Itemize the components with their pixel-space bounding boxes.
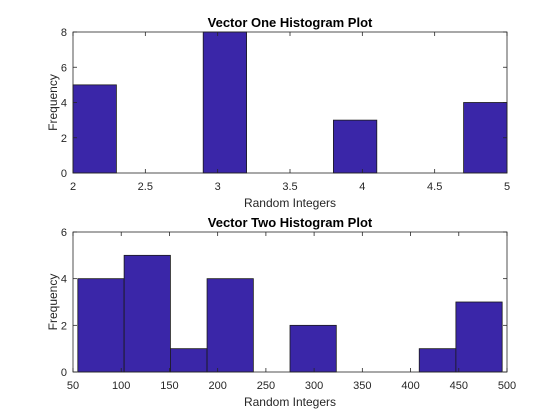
x-tick-label: 450 — [450, 380, 468, 392]
histogram-bar — [418, 348, 457, 373]
histogram-bar — [289, 324, 337, 373]
x-tick-label: 50 — [67, 380, 79, 392]
histogram-bar — [202, 31, 247, 174]
x-tick-label: 4 — [359, 181, 365, 193]
y-tick-label: 4 — [61, 98, 67, 110]
histogram-bar — [463, 102, 508, 174]
histogram-bar — [332, 119, 378, 174]
y-tick-label: 2 — [61, 320, 67, 332]
x-tick-label: 3 — [215, 181, 221, 193]
x-tick-label: 250 — [257, 380, 275, 392]
x-axis-label: Random Integers — [244, 395, 336, 409]
x-tick-label: 200 — [208, 380, 226, 392]
y-tick-label: 6 — [61, 227, 67, 239]
y-tick-label: 8 — [61, 27, 67, 39]
histogram-bar — [123, 254, 171, 373]
y-tick-label: 6 — [61, 62, 67, 74]
y-axis-label: Frequency — [46, 274, 60, 331]
x-tick-label: 5 — [504, 181, 510, 193]
histogram-bar — [455, 301, 503, 373]
y-axis-label: Frequency — [46, 74, 60, 131]
x-tick-label: 500 — [498, 380, 516, 392]
x-tick-label: 350 — [353, 380, 371, 392]
y-tick-label: 2 — [61, 133, 67, 145]
x-tick-label: 2.5 — [138, 181, 153, 193]
x-tick-label: 2 — [70, 181, 76, 193]
y-tick-label: 0 — [61, 367, 67, 379]
x-tick-label: 300 — [305, 380, 323, 392]
x-tick-label: 400 — [401, 380, 419, 392]
histogram-bar — [170, 348, 208, 373]
histogram-bar — [206, 278, 254, 373]
x-axis-label: Random Integers — [244, 196, 336, 210]
y-tick-label: 4 — [61, 274, 67, 286]
y-tick-label: 0 — [61, 168, 67, 180]
chart-title: Vector One Histogram Plot — [208, 15, 373, 30]
x-tick-label: 4.5 — [427, 181, 442, 193]
chart-title: Vector Two Histogram Plot — [208, 215, 373, 230]
x-tick-label: 150 — [160, 380, 178, 392]
x-tick-label: 3.5 — [282, 181, 297, 193]
plot-area — [73, 32, 507, 173]
histogram-bar — [77, 278, 125, 373]
subplot-2: 50 100 150 200 250 300 350 400 450 500 0 2 4 6 Vector … — [46, 215, 516, 409]
x-tick-label: 100 — [112, 380, 130, 392]
histogram-bar — [72, 84, 117, 174]
axes-box — [72, 231, 508, 373]
